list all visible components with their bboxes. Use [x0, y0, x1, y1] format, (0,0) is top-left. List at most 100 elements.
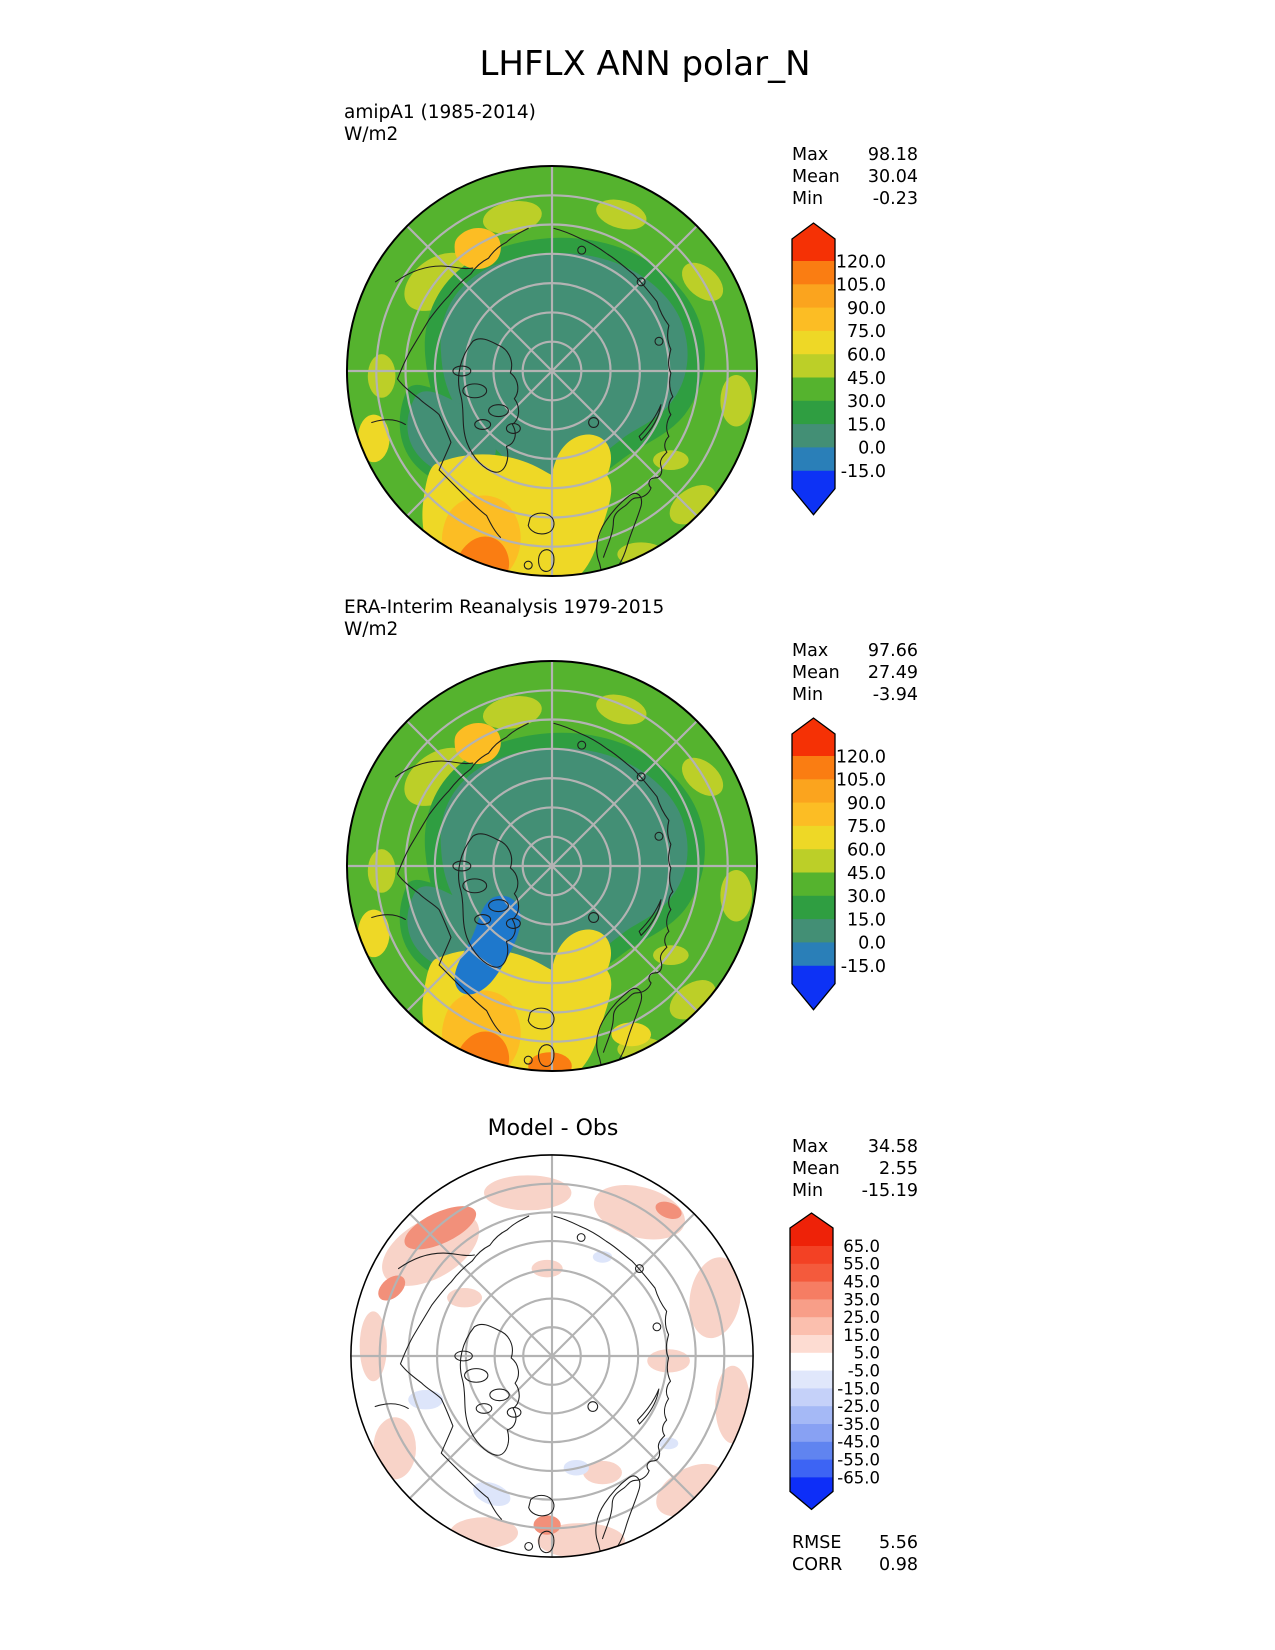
stat-label: Mean [792, 167, 840, 187]
colorbar-diff: 65.055.045.035.025.015.05.0-5.0-15.0-25.… [789, 1212, 880, 1511]
stat-value: 27.49 [867, 663, 918, 683]
colorbar-tick-label: 90.0 [847, 299, 886, 319]
colorbar-bottom-arrow [792, 965, 835, 1010]
panel-model-label: amipA1 (1985-2014) W/m2 [344, 102, 536, 146]
colorbar-tick-label: 65.0 [843, 1237, 880, 1256]
panel-obs-label: ERA-Interim Reanalysis 1979-2015 W/m2 [344, 597, 664, 641]
stat-row: Max 98.18 [792, 144, 918, 166]
stats-model: Max 98.18 Mean 30.04 Min -0.23 [792, 144, 918, 210]
colorbar-tick-label: -45.0 [837, 1433, 880, 1452]
stat-label: Max [792, 641, 829, 661]
polar-map-obs [345, 659, 759, 1073]
colorbar-tick-label: 15.0 [847, 910, 886, 930]
colorbar-tick-label: 105.0 [836, 276, 886, 296]
diff-positive-patches [359, 1175, 751, 1558]
colorbar-band [792, 756, 835, 780]
colorbar-tick-label: -65.0 [837, 1468, 880, 1487]
colorbar-band [790, 1441, 833, 1461]
colorbar-band [792, 330, 835, 355]
stat-row: Min -3.94 [792, 684, 918, 706]
colorbar-tick-label: 15.0 [847, 415, 886, 435]
colorbar-tick-label: 15.0 [843, 1326, 880, 1345]
stat-label: Min [792, 685, 824, 705]
metrics-diff: RMSE 5.56 CORR 0.98 [792, 1532, 918, 1576]
colorbar-tick-label: -35.0 [837, 1415, 880, 1434]
stat-row: Max 34.58 [792, 1136, 918, 1158]
stat-label: Min [792, 1181, 824, 1201]
colorbar-band [792, 872, 835, 897]
stat-label: Max [792, 1137, 829, 1157]
colorbar-band [792, 261, 835, 285]
colorbar-band [792, 779, 835, 804]
colorbar-top-arrow [792, 223, 835, 261]
colorbar-band [792, 354, 835, 378]
panel-model-title: amipA1 (1985-2014) [344, 102, 536, 123]
colorbar-band [790, 1263, 833, 1283]
colorbar-band [790, 1424, 833, 1443]
panel-obs-title: ERA-Interim Reanalysis 1979-2015 [344, 597, 665, 618]
colorbar-tick-label: 35.0 [843, 1290, 880, 1309]
stat-value: -0.23 [872, 189, 918, 209]
colorbar-tick-label: -25.0 [837, 1397, 880, 1416]
panel-model-units: W/m2 [344, 124, 399, 145]
colorbar-tick-label: 45.0 [847, 369, 886, 389]
colorbar-band [792, 424, 835, 448]
colorbar-band [792, 802, 835, 827]
colorbar-tick-label: 0.0 [858, 439, 886, 459]
colorbar-tick-label: 25.0 [843, 1308, 880, 1327]
colorbar-band [790, 1352, 833, 1372]
colorbar-band [792, 284, 835, 309]
colorbar-band [790, 1335, 833, 1354]
colorbar-tick-label: 120.0 [836, 252, 886, 272]
colorbar-tick-label: -15.0 [841, 462, 886, 482]
colorbar-band [790, 1281, 833, 1300]
colorbar-tick-label: 120.0 [836, 747, 886, 767]
colorbar-band [790, 1388, 833, 1407]
colorbar-band [790, 1246, 833, 1265]
panel-diff-title: Model - Obs [487, 1116, 619, 1141]
stat-value: -3.94 [872, 685, 918, 705]
colorbar-bottom-arrow [792, 470, 835, 515]
colorbar-tick-label: 75.0 [847, 322, 886, 342]
colorbar-outline [791, 717, 836, 1011]
stat-value: 2.55 [879, 1159, 918, 1179]
colorbar-model: 120.0 105.0 90.0 75.0 60.0 45.0 30.0 15.0 0.0 -15… [791, 222, 886, 516]
colorbar-tick-label: -55.0 [837, 1451, 880, 1470]
colorbar-top-arrow [792, 718, 835, 756]
stat-value: 97.66 [867, 641, 918, 661]
colorbar-top-arrow [790, 1213, 833, 1246]
colorbar-tick-label: -5.0 [848, 1362, 880, 1381]
stat-row: Mean 30.04 [792, 166, 918, 188]
colorbar-band [792, 307, 835, 332]
stat-value: 34.58 [867, 1137, 918, 1157]
stat-row: CORR 0.98 [792, 1554, 918, 1576]
colorbar-outline [789, 1212, 834, 1511]
stats-diff: Max 34.58 Mean 2.55 Min -15.19 [792, 1136, 918, 1202]
panel-obs-units: W/m2 [344, 619, 399, 640]
stat-value: 5.56 [879, 1533, 918, 1553]
colorbar-band [790, 1459, 833, 1478]
colorbar-tick-label: 0.0 [858, 934, 886, 954]
colorbar-band [792, 942, 835, 967]
colorbar-tick-label: 5.0 [854, 1344, 880, 1363]
colorbar-tick-label: 30.0 [847, 887, 886, 907]
stat-value: -15.19 [861, 1181, 918, 1201]
stat-label: Mean [792, 1159, 840, 1179]
colorbar-tick-label: 55.0 [843, 1255, 880, 1274]
stat-row: RMSE 5.56 [792, 1532, 918, 1554]
stat-label: RMSE [792, 1533, 842, 1553]
colorbar-tick-label: -15.0 [841, 957, 886, 977]
colorbar-band [790, 1370, 833, 1389]
stat-label: Max [792, 145, 829, 165]
colorbar-tick-label: 60.0 [847, 841, 886, 861]
polar-map-model [345, 164, 759, 578]
polar-map-diff [350, 1154, 754, 1558]
stat-value: 98.18 [867, 145, 918, 165]
stat-label: CORR [792, 1555, 843, 1575]
greenland-negative-anomaly [454, 895, 521, 995]
page-title: LHFLX ANN polar_N [479, 44, 811, 84]
stat-label: Min [792, 189, 824, 209]
stat-row: Max 97.66 [792, 640, 918, 662]
colorbar-tick-label: 105.0 [836, 771, 886, 791]
